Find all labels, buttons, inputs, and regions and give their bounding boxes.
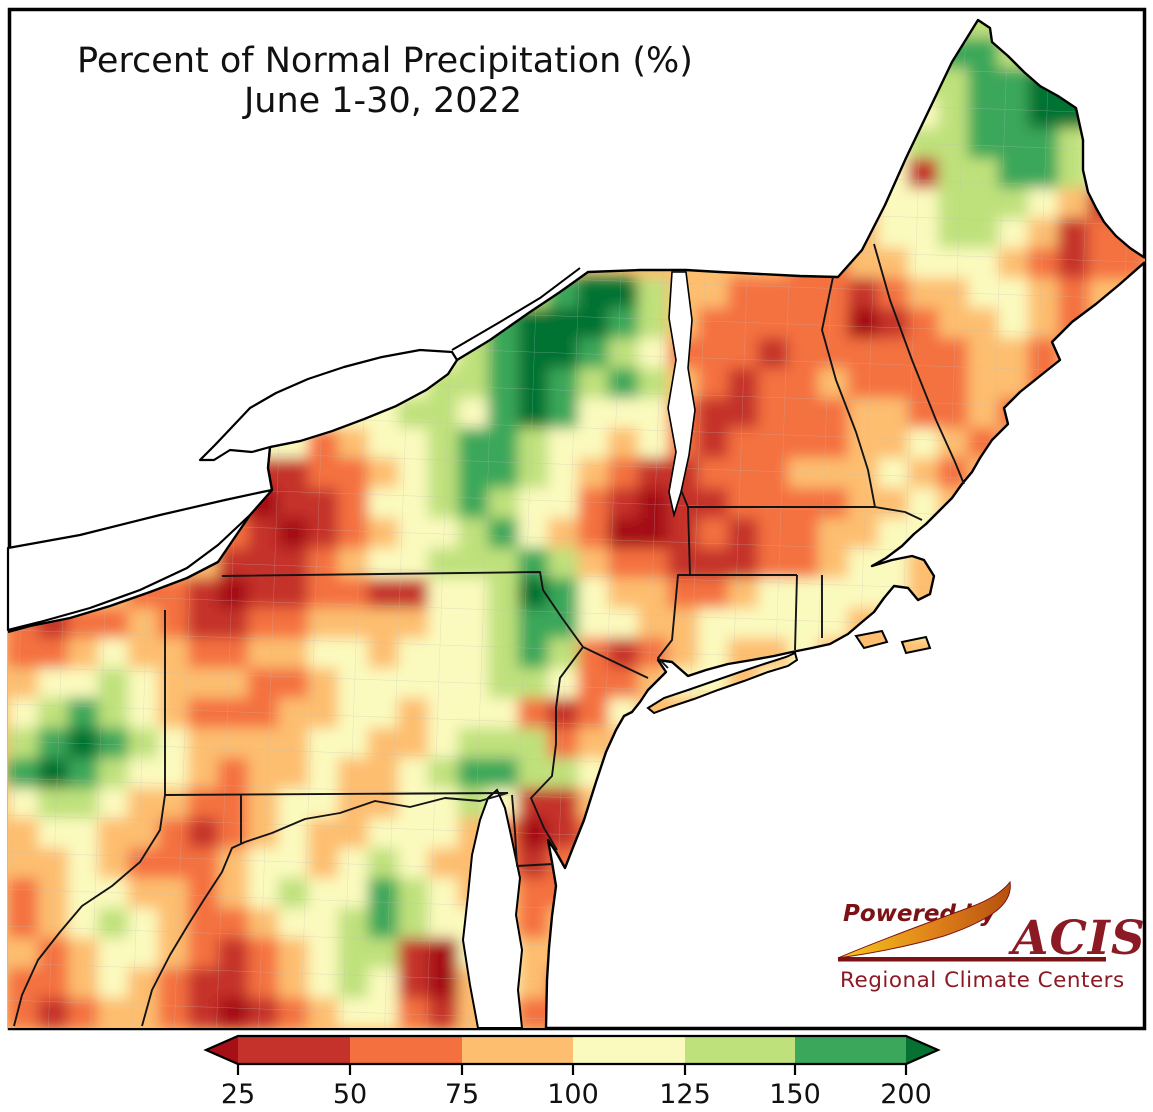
colorbar-tick-label: 25 xyxy=(221,1079,255,1110)
colorbar-segment xyxy=(350,1036,462,1064)
colorbar-segment xyxy=(685,1036,795,1064)
colorbar-segment xyxy=(238,1036,350,1064)
logo-underline xyxy=(838,957,1106,962)
map-title-line1: Percent of Normal Precipitation (%) xyxy=(77,41,693,81)
colorbar-right-arrow xyxy=(906,1036,938,1064)
niagara-river xyxy=(266,446,273,491)
colorbar-segment xyxy=(573,1036,685,1064)
colorbar-tick-label: 75 xyxy=(445,1079,479,1110)
logo-acis-text: ACIS xyxy=(1008,911,1146,966)
lake-ontario xyxy=(198,348,459,462)
map-title-line2: June 1-30, 2022 xyxy=(242,81,522,121)
colorbar-tick-label: 200 xyxy=(880,1079,932,1110)
state-borders xyxy=(13,243,965,1027)
colorbar: 25 50 75 100 125 150 200 xyxy=(203,1034,941,1110)
colorbar-tick-label: 150 xyxy=(769,1079,821,1110)
acis-logo: Powered by ACIS Regional Climate Centers xyxy=(837,880,1146,993)
st-lawrence-river xyxy=(451,267,581,351)
colorbar-segment xyxy=(795,1036,906,1064)
colorbar-tick-label: 100 xyxy=(547,1079,599,1110)
lake-erie xyxy=(6,488,274,632)
colorbar-tick-label: 50 xyxy=(333,1079,367,1110)
colorbar-segment xyxy=(462,1036,573,1064)
logo-swoosh-icon xyxy=(837,880,1011,959)
logo-subtitle: Regional Climate Centers xyxy=(840,968,1125,993)
colorbar-left-arrow xyxy=(206,1036,238,1064)
colorbar-tick-label: 125 xyxy=(659,1079,711,1110)
lake-champlain xyxy=(667,271,696,519)
long-island-outline xyxy=(646,629,932,715)
